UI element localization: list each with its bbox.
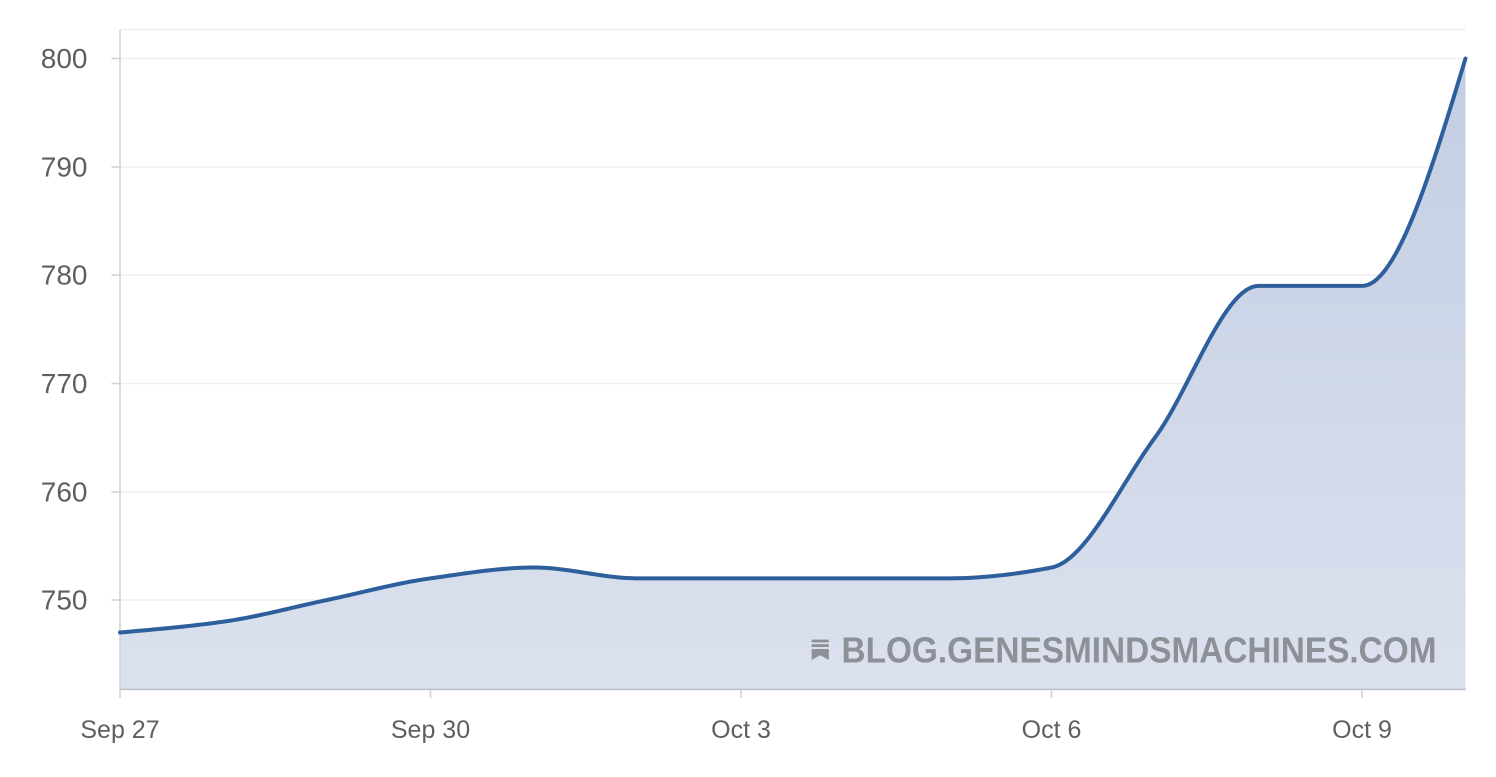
svg-text:800: 800 bbox=[41, 43, 88, 74]
svg-text:780: 780 bbox=[41, 259, 88, 290]
svg-text:Oct 9: Oct 9 bbox=[1332, 716, 1392, 744]
svg-text:Oct 6: Oct 6 bbox=[1022, 716, 1082, 744]
svg-text:Sep 30: Sep 30 bbox=[391, 716, 470, 744]
svg-text:760: 760 bbox=[41, 476, 88, 507]
svg-text:790: 790 bbox=[41, 151, 88, 182]
svg-text:BLOG.GENESMINDSMACHINES.COM: BLOG.GENESMINDSMACHINES.COM bbox=[842, 630, 1437, 671]
svg-text:Sep 27: Sep 27 bbox=[80, 716, 159, 744]
svg-text:770: 770 bbox=[41, 368, 88, 399]
svg-text:Oct 3: Oct 3 bbox=[711, 716, 771, 744]
svg-text:750: 750 bbox=[41, 584, 88, 615]
